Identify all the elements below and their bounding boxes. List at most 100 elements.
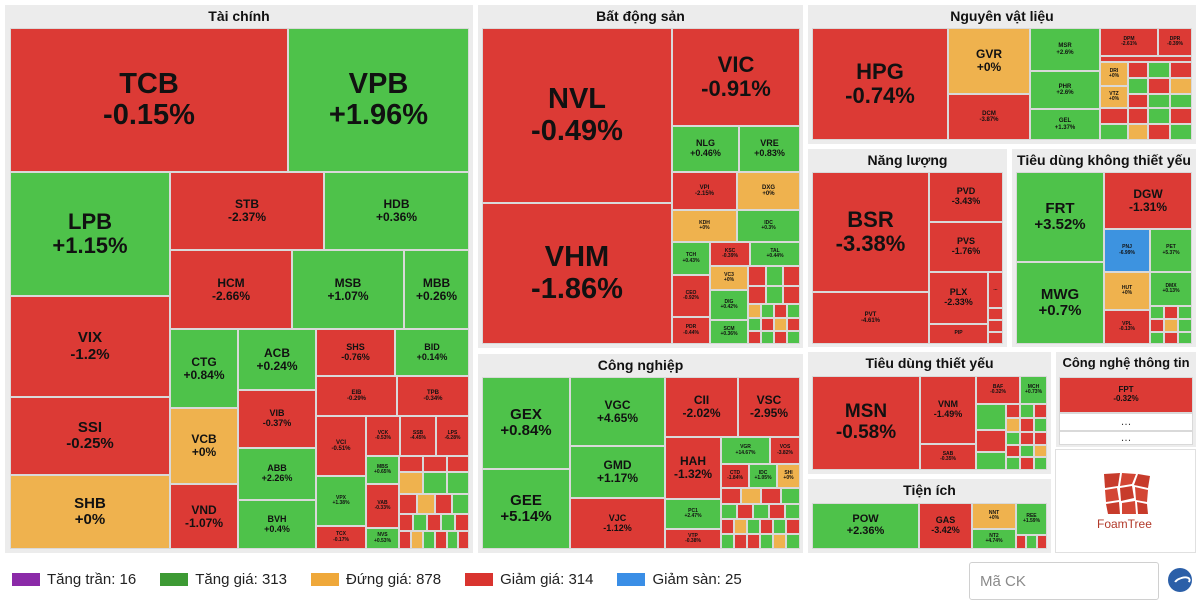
stock-tile-pvs[interactable]: PVS -1.76%	[929, 222, 1003, 272]
stock-tile-small[interactable]	[748, 266, 766, 286]
stock-tile-vpx[interactable]: VPX +1.38%	[316, 476, 366, 526]
stock-tile-small[interactable]	[734, 519, 747, 534]
stock-tile-kdh[interactable]: KDH +0%	[672, 210, 737, 242]
stock-tile-small[interactable]	[1148, 124, 1170, 140]
stock-tile-small[interactable]	[1037, 535, 1047, 549]
stock-tile-hpg[interactable]: HPG -0.74%	[812, 28, 948, 140]
stock-tile-small[interactable]	[721, 488, 741, 504]
stock-tile-mch[interactable]: MCH +0.73%	[1020, 376, 1047, 404]
stock-tile-pc1[interactable]: PC1 +2.47%	[665, 499, 721, 529]
stock-tile-small[interactable]	[1178, 332, 1192, 344]
stock-tile-small[interactable]	[1148, 94, 1170, 108]
stock-tile-vnd[interactable]: VND -1.07%	[170, 484, 238, 549]
stock-tile-vc3[interactable]: VC3 +0%	[710, 266, 748, 290]
stock-tile-tcx[interactable]: TCX -0.17%	[316, 526, 366, 549]
stock-tile-small[interactable]	[399, 472, 423, 494]
stock-tile-dri[interactable]: DRI +0%	[1100, 62, 1128, 86]
stock-tile-pdr[interactable]: PDR -0.44%	[672, 317, 710, 344]
stock-tile-pet[interactable]: PET +5.37%	[1150, 229, 1192, 272]
stock-tile-small[interactable]	[787, 318, 800, 331]
stock-tile-small[interactable]	[423, 531, 435, 549]
stock-tile-small[interactable]	[773, 519, 786, 534]
stock-tile-gas[interactable]: GAS -3.42%	[919, 503, 972, 549]
stock-tile-small[interactable]	[760, 519, 773, 534]
stock-tile-small[interactable]	[747, 534, 760, 549]
stock-tile-small[interactable]	[1170, 94, 1192, 108]
stock-tile-vsc[interactable]: VSC -2.95%	[738, 377, 800, 437]
stock-tile-small[interactable]	[1006, 404, 1020, 418]
stock-tile-small[interactable]	[458, 531, 469, 549]
stock-tile-small[interactable]	[1178, 319, 1192, 332]
stock-tile-small[interactable]	[783, 286, 800, 304]
stock-tile-small[interactable]	[747, 519, 760, 534]
stock-tile-hut[interactable]: HUT +0%	[1104, 272, 1150, 310]
stock-tile-small[interactable]	[1006, 418, 1020, 432]
stock-tile-small[interactable]	[1128, 78, 1148, 94]
stock-tile-small[interactable]	[1148, 62, 1170, 78]
stock-tile-small[interactable]	[761, 304, 774, 318]
stock-tile-tch[interactable]: TCH +0.43%	[672, 242, 710, 275]
stock-tile-small[interactable]	[1170, 124, 1192, 140]
stock-tile-small[interactable]	[1006, 457, 1020, 470]
vietstock-logo-icon[interactable]	[1168, 568, 1192, 592]
stock-tile-vtz[interactable]: VTZ +0%	[1100, 86, 1128, 108]
stock-tile-gel[interactable]: GEL +1.37%	[1030, 109, 1100, 140]
stock-tile-mbb[interactable]: MBB +0.26%	[404, 250, 469, 329]
stock-tile-small[interactable]	[452, 494, 469, 514]
stock-tile-pvt[interactable]: PVT -4.61%	[812, 292, 929, 344]
stock-tile-dpm[interactable]: DPM -2.61%	[1100, 28, 1158, 56]
stock-tile-small[interactable]	[1034, 404, 1047, 418]
stock-tile-small[interactable]	[761, 331, 774, 344]
stock-tile-vhm[interactable]: VHM -1.86%	[482, 203, 672, 344]
stock-tile-small[interactable]	[447, 472, 469, 494]
stock-tile-small[interactable]	[748, 331, 761, 344]
stock-tile-vck[interactable]: VCK -0.53%	[366, 416, 400, 456]
stock-tile-small[interactable]	[1020, 457, 1034, 470]
stock-tile-pvd[interactable]: PVD -3.43%	[929, 172, 1003, 222]
stock-tile-gvr[interactable]: GVR +0%	[948, 28, 1030, 94]
stock-tile-small[interactable]	[988, 320, 1003, 332]
stock-tile-small[interactable]	[1164, 306, 1178, 319]
legend-item-unchanged[interactable]: Đứng giá: 878	[310, 571, 441, 588]
stock-tile-small[interactable]	[721, 534, 734, 549]
stock-tile-small[interactable]	[1170, 78, 1192, 94]
stock-tile-small[interactable]	[781, 488, 800, 504]
stock-tile-small[interactable]	[721, 504, 737, 519]
stock-tile-small[interactable]	[976, 404, 1006, 430]
stock-tile-small[interactable]	[1006, 445, 1020, 457]
stock-tile-small[interactable]	[1020, 418, 1034, 432]
stock-tile-ctd[interactable]: CTD -1.84%	[721, 464, 749, 488]
stock-tile-small[interactable]	[753, 504, 769, 519]
stock-tile-gee[interactable]: GEE +5.14%	[482, 469, 570, 549]
stock-tile-acb[interactable]: ACB +0.24%	[238, 329, 316, 390]
legend-item-ceiling[interactable]: Tăng trần: 16	[12, 571, 136, 588]
stock-tile-vpi[interactable]: VPI -2.15%	[672, 172, 737, 210]
stock-tile-small[interactable]	[1034, 432, 1047, 445]
legend-item-up[interactable]: Tăng giá: 313	[160, 571, 287, 588]
stock-tile-small[interactable]	[760, 534, 773, 549]
stock-tile-nt2[interactable]: NT2 +4.74%	[972, 529, 1016, 549]
stock-tile-ceo[interactable]: CEO -0.92%	[672, 275, 710, 317]
stock-tile-small[interactable]	[1150, 332, 1164, 344]
stock-tile-ree[interactable]: REE +1.59%	[1016, 503, 1047, 535]
stock-tile-small[interactable]	[447, 531, 458, 549]
stock-tile-dpr[interactable]: DPR -0.39%	[1158, 28, 1192, 56]
stock-tile-fpt[interactable]: FPT -0.32%	[1059, 377, 1193, 413]
stock-tile-mbs[interactable]: MBS +0.65%	[366, 456, 399, 484]
stock-tile-small[interactable]	[988, 332, 1003, 344]
stock-tile-small[interactable]	[1128, 62, 1148, 78]
stock-tile-plx[interactable]: PLX -2.33%	[929, 272, 988, 324]
stock-tile-small[interactable]	[769, 504, 785, 519]
legend-item-floor[interactable]: Giảm sàn: 25	[617, 571, 742, 588]
stock-tile-small[interactable]	[1020, 404, 1034, 418]
stock-tile-small[interactable]	[761, 318, 774, 331]
stock-tile-small[interactable]	[774, 304, 787, 318]
stock-tile-small[interactable]	[976, 452, 1006, 470]
stock-tile-eib[interactable]: EIB -0.29%	[316, 376, 397, 416]
ticker-search-input[interactable]	[969, 562, 1159, 600]
stock-tile-vtp[interactable]: VTP -0.38%	[665, 529, 721, 549]
stock-tile-small[interactable]	[1034, 418, 1047, 432]
stock-tile-shi[interactable]: SHI +0%	[777, 464, 800, 488]
stock-tile-tpb[interactable]: TPB -0.34%	[397, 376, 469, 416]
stock-tile-small[interactable]	[455, 514, 469, 531]
